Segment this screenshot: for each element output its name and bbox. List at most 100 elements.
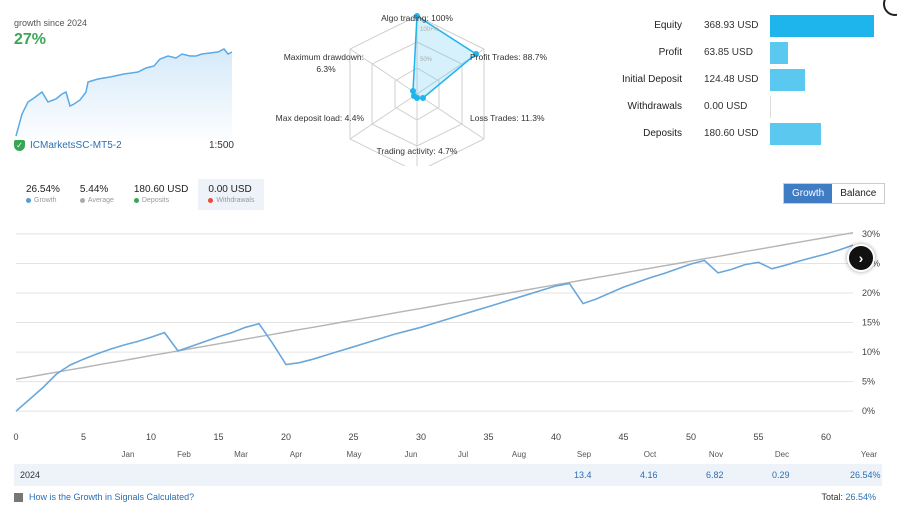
month-label: Jul [458, 450, 468, 459]
stat-value: 5.44% [79, 184, 109, 195]
month-value-oct[interactable]: 4.16 [640, 470, 658, 480]
month-label: Feb [177, 450, 191, 459]
year-summary-row: 2024 13.4 4.16 6.82 0.29 26.54% [14, 464, 882, 486]
x-tick-label: 45 [618, 432, 628, 442]
radar-point-maxload [411, 93, 417, 99]
month-label: Mar [234, 450, 248, 459]
stat-value: 180.60 USD [133, 184, 189, 195]
month-label: Jan [122, 450, 135, 459]
radar-chart: Algo trading: 100% 100+% 50% Profit Trad… [276, 13, 547, 166]
x-tick-label: 35 [483, 432, 493, 442]
stat-deposits[interactable]: 180.60 USD Deposits [124, 179, 198, 210]
balance-value: 0.00 USD [704, 101, 748, 112]
month-label: Oct [644, 450, 657, 459]
balance-summary: Equity 368.93 USD Profit 63.85 USD Initi… [600, 12, 890, 147]
growth-since-label: growth since 2024 [14, 18, 88, 28]
year-total-value[interactable]: 26.54% [850, 470, 881, 480]
x-tick-label: 50 [686, 432, 696, 442]
month-label: Year [861, 450, 878, 459]
y-tick-label: 20% [862, 288, 880, 298]
stat-value: 0.00 USD [208, 184, 252, 195]
trend-series-line [15, 232, 854, 380]
stat-growth[interactable]: 26.54% Growth [16, 179, 70, 210]
balance-row-withdrawals: Withdrawals 0.00 USD [600, 93, 890, 120]
balance-label: Deposits [643, 128, 682, 139]
month-value-nov[interactable]: 6.82 [706, 470, 724, 480]
y-tick-label: 0% [862, 406, 875, 416]
stat-label: Deposits [141, 197, 170, 204]
radar-label-drawdown-value: 6.3% [316, 64, 336, 74]
stat-withdrawals[interactable]: 0.00 USD Withdrawals [198, 179, 265, 210]
growth-line-chart: 30%25%20%15%10%5%0%051015202530354045505… [13, 229, 880, 459]
month-label: Dec [775, 450, 789, 459]
radar-label-activity: Trading activity: 4.7% [377, 146, 458, 156]
radar-label-drawdown: Maximum drawdown: [284, 52, 364, 62]
x-tick-label: 55 [753, 432, 763, 442]
radar-tick-100: 100+% [420, 27, 440, 33]
x-tick-label: 0 [13, 432, 18, 442]
stat-label: Average [87, 197, 114, 204]
month-label: Aug [512, 450, 526, 459]
balance-bar-equity [770, 14, 874, 37]
growth-percent: 27% [14, 31, 47, 48]
radar-tick-50: 50% [420, 57, 433, 63]
verified-shield-icon: ✓ [14, 140, 25, 151]
balance-value: 180.60 USD [704, 128, 759, 139]
balance-row-profit: Profit 63.85 USD [600, 39, 890, 66]
mini-growth-card: growth since 2024 27% [14, 14, 234, 154]
next-arrow-button[interactable]: › [847, 244, 875, 272]
growth-help-link[interactable]: How is the Growth in Signals Calculated? [14, 492, 882, 502]
total-label: Total: [821, 492, 843, 502]
balance-row-deposits: Deposits 180.60 USD [600, 120, 890, 147]
tab-balance[interactable]: Balance [832, 184, 885, 203]
chart-tabs: Growth Balance [783, 183, 886, 204]
year-label: 2024 [20, 470, 41, 480]
x-tick-label: 20 [281, 432, 291, 442]
month-value-dec[interactable]: 0.29 [772, 470, 790, 480]
x-tick-label: 60 [821, 432, 831, 442]
balance-label: Withdrawals [627, 101, 682, 112]
month-label: Nov [709, 450, 723, 459]
x-tick-label: 25 [348, 432, 358, 442]
stats-row: 26.54% Growth 5.44% Average 180.60 USD D… [16, 179, 265, 210]
radar-point-algo [414, 13, 420, 19]
calculator-icon [14, 492, 23, 502]
balance-label: Equity [654, 20, 682, 31]
balance-bar-profit [770, 41, 788, 64]
y-tick-label: 15% [862, 318, 880, 328]
balance-value: 124.48 USD [704, 74, 759, 85]
month-label: Apr [290, 450, 303, 459]
stat-average[interactable]: 5.44% Average [70, 179, 124, 210]
radar-point-profit [473, 51, 479, 57]
balance-row-initial-deposit: Initial Deposit 124.48 USD [600, 66, 890, 93]
tab-growth[interactable]: Growth [784, 184, 833, 203]
broker-row: ✓ ICMarketsSC-MT5-2 1:500 [14, 140, 234, 151]
help-link-text: How is the Growth in Signals Calculated? [29, 492, 195, 502]
y-tick-label: 10% [862, 347, 880, 357]
radar-label-loss: Loss Trades: 11.3% [470, 113, 545, 123]
stat-value: 26.54% [26, 184, 60, 195]
balance-value: 368.93 USD [704, 20, 759, 31]
x-tick-label: 10 [146, 432, 156, 442]
month-value-sep[interactable]: 13.4 [574, 470, 592, 480]
balance-bar-initial-deposit [770, 68, 805, 91]
balance-bar-withdrawals [770, 95, 771, 118]
broker-server-link[interactable]: ICMarketsSC-MT5-2 [30, 140, 122, 151]
y-tick-label: 30% [862, 229, 880, 239]
radar-label-maxload: Max deposit load: 4.4% [276, 113, 365, 123]
radar-point-drawdown [410, 88, 416, 94]
y-tick-label: 5% [862, 377, 875, 387]
average-dot-icon [79, 198, 85, 203]
growth-dot-icon [26, 198, 31, 203]
x-tick-label: 15 [213, 432, 223, 442]
growth-series-line [15, 244, 854, 412]
total-value: 26.54% [845, 492, 876, 502]
radar-label-profit: Profit Trades: 88.7% [470, 52, 547, 62]
x-tick-label: 30 [416, 432, 426, 442]
x-tick-label: 5 [81, 432, 86, 442]
leverage: 1:500 [208, 140, 234, 151]
month-label: May [346, 450, 361, 459]
x-tick-label: 40 [551, 432, 561, 442]
balance-row-equity: Equity 368.93 USD [600, 12, 890, 39]
radar-point-loss [420, 95, 426, 101]
